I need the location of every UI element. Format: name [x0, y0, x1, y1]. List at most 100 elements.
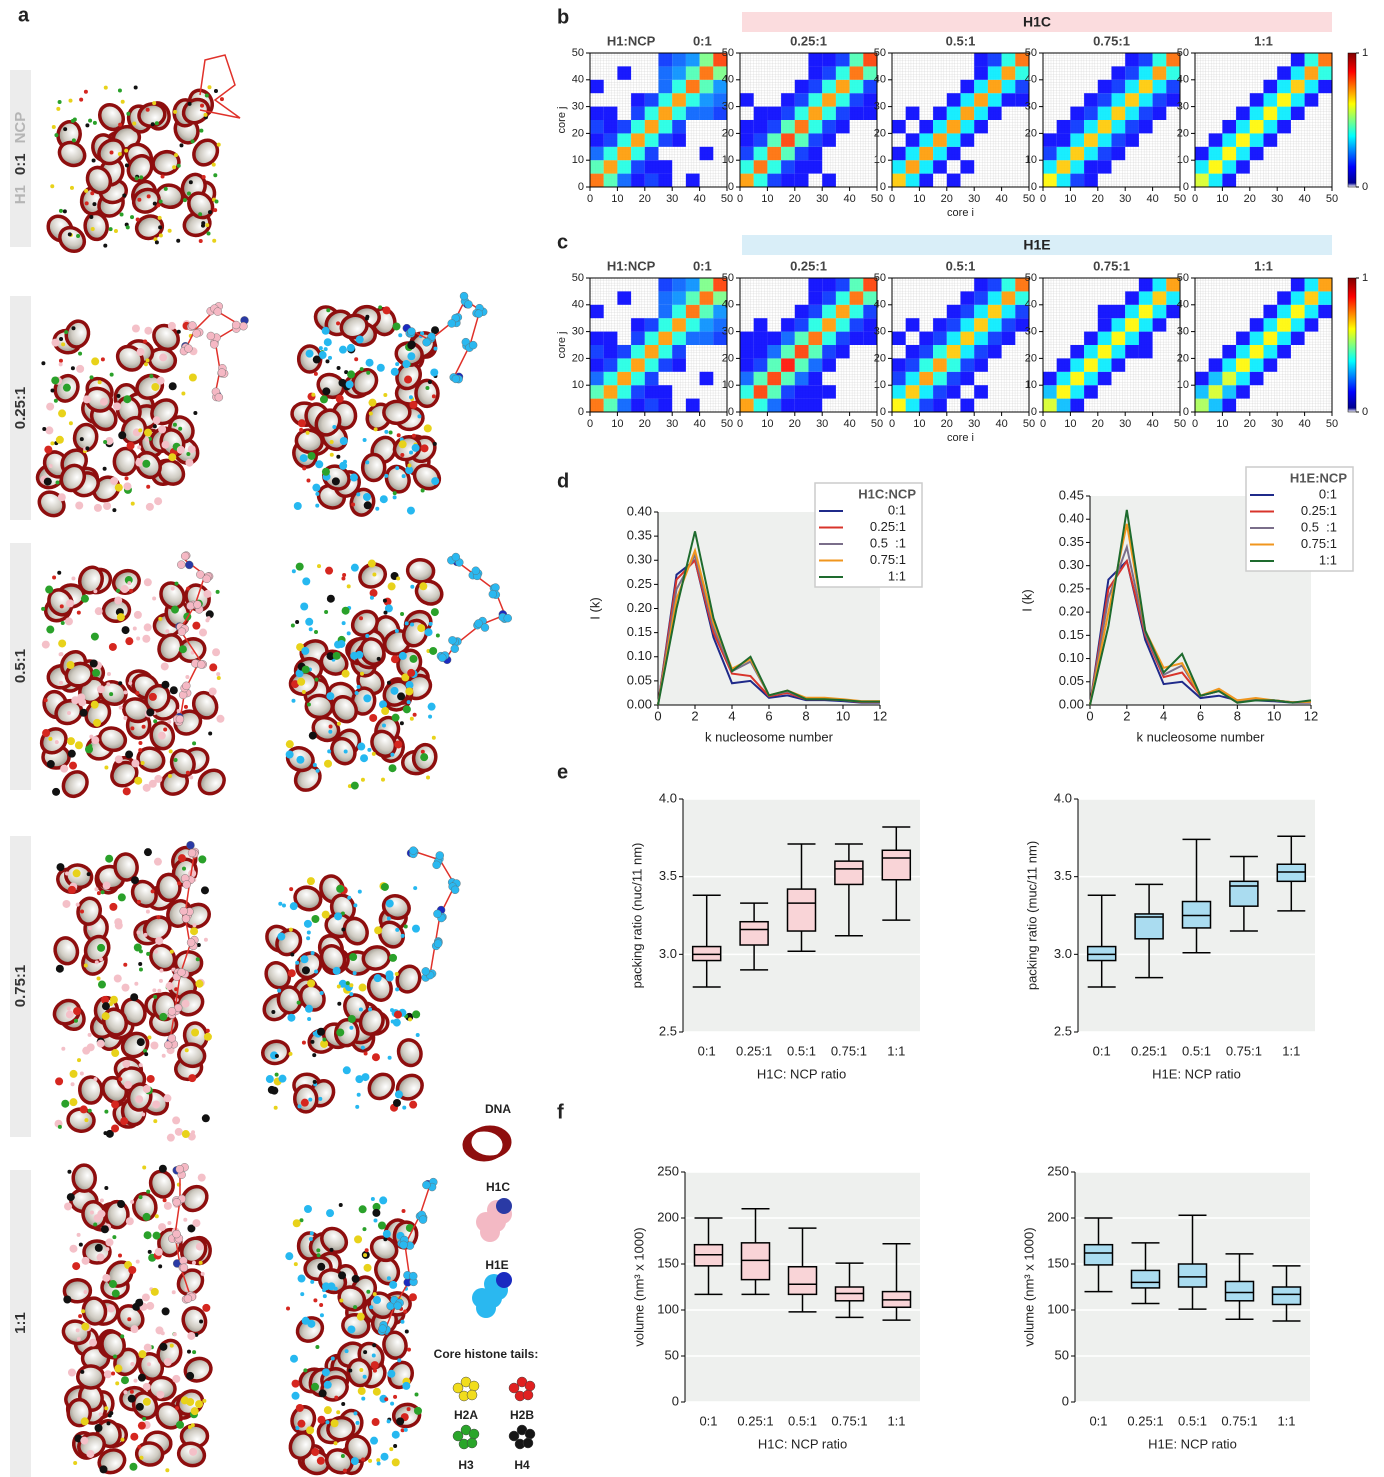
tail-bead [56, 436, 64, 444]
tail-bead [370, 1437, 378, 1445]
x-tick-label: 40 [1298, 418, 1310, 430]
tail-bead [128, 681, 132, 685]
heat-cell [631, 385, 645, 398]
tail-bead [63, 209, 67, 213]
column-title: 0.5:1 [946, 258, 976, 273]
y-tick-label: 100 [657, 1301, 679, 1316]
heat-cell [1139, 332, 1153, 345]
tail-bead [381, 883, 389, 891]
tail-bead [370, 589, 378, 597]
heat-cell [767, 372, 781, 385]
bead [168, 1034, 176, 1042]
heat-cell [700, 332, 714, 345]
heat-cell [686, 107, 700, 120]
y-tick-label: 10 [1177, 379, 1189, 391]
tail-bead [155, 937, 163, 945]
heat-cell [617, 120, 631, 133]
tail-bead [314, 630, 318, 634]
tail-bead [80, 1437, 88, 1445]
heat-cell [672, 53, 686, 66]
tail-bead [70, 1070, 78, 1078]
heat-cell [822, 345, 836, 358]
x-tick-label: 50 [721, 418, 733, 430]
tail-bead [205, 93, 209, 97]
tail-bead [152, 101, 156, 105]
heat-cell [892, 385, 906, 398]
tail-bead [393, 1444, 397, 1448]
tail-bead [80, 910, 84, 914]
heat-cell [988, 278, 1002, 291]
box [1273, 1287, 1301, 1304]
tail-bead [377, 1462, 381, 1466]
tail-bead [212, 163, 216, 167]
heat-cell [590, 107, 604, 120]
heat-cell [1043, 399, 1057, 412]
tail-bead [87, 1043, 95, 1051]
heat-cell [1112, 107, 1126, 120]
heat-cell [1112, 318, 1126, 331]
tail-bead [117, 1200, 125, 1208]
y-tick-label: 0.30 [627, 552, 652, 567]
x-axis-label: core i [947, 207, 974, 219]
tail-bead [323, 1294, 327, 1298]
heat-cell [809, 80, 823, 93]
tail-bead [89, 215, 93, 219]
tail-bead [135, 691, 139, 695]
bead [214, 308, 222, 316]
tail-bead [125, 637, 133, 645]
heat-cell [659, 93, 673, 106]
x-tick-label: 0 [587, 418, 593, 430]
heat-cell [1057, 399, 1071, 412]
y-tick-label: 40 [1177, 299, 1189, 311]
tail-bead [174, 758, 178, 762]
heat-cell [659, 278, 673, 291]
linker-histone [180, 302, 249, 401]
heat-cell [1291, 66, 1305, 79]
tail-bead [410, 585, 414, 589]
heat-cell [754, 160, 768, 173]
tail-bead [322, 327, 330, 335]
tail-bead [192, 622, 200, 630]
heat-cell [781, 160, 795, 173]
tail-bead [311, 915, 319, 923]
tail-bead [90, 375, 94, 379]
heat-cell [1153, 305, 1167, 318]
tail-bead [379, 1196, 387, 1204]
bead [400, 1241, 408, 1249]
x-tick-label: 40 [995, 418, 1007, 430]
tail-bead [296, 563, 304, 571]
tail-bead [137, 348, 145, 356]
tail-bead [118, 88, 122, 92]
heat-cell [672, 305, 686, 318]
tail-bead [209, 688, 217, 696]
heat-cell [1250, 345, 1264, 358]
bead [394, 1302, 402, 1310]
nucleosome [393, 1071, 427, 1104]
tail-bead [205, 223, 209, 227]
tail-bead [67, 1170, 71, 1174]
tail-bead [201, 886, 209, 894]
y-tick-label: 3.5 [1054, 868, 1072, 883]
x-tick-label: 4 [728, 708, 735, 723]
heat-cell [1209, 174, 1223, 187]
y-tick-label: 4.0 [1054, 790, 1072, 805]
tail-bead [341, 1402, 345, 1406]
bead [197, 661, 205, 669]
heat-cell [919, 372, 933, 385]
heat-cell [1305, 278, 1319, 291]
tail-bead [199, 239, 203, 243]
tail-bead [412, 444, 420, 452]
x-tick-label: 8 [1234, 708, 1241, 723]
y-tick-label: 20 [1025, 352, 1037, 364]
heat-cell [1070, 147, 1084, 160]
tail-bead [389, 764, 397, 772]
tail-bead [104, 1186, 108, 1190]
row-label-part: 1:1 [12, 1312, 29, 1334]
tail-bead [358, 890, 362, 894]
heat-cell [795, 332, 809, 345]
tail-bead [60, 765, 68, 773]
tail-bead [179, 645, 187, 653]
tail-bead [84, 1290, 88, 1294]
y-tick-label: 20 [1177, 352, 1189, 364]
y-tick-label: 0 [1062, 1393, 1069, 1408]
